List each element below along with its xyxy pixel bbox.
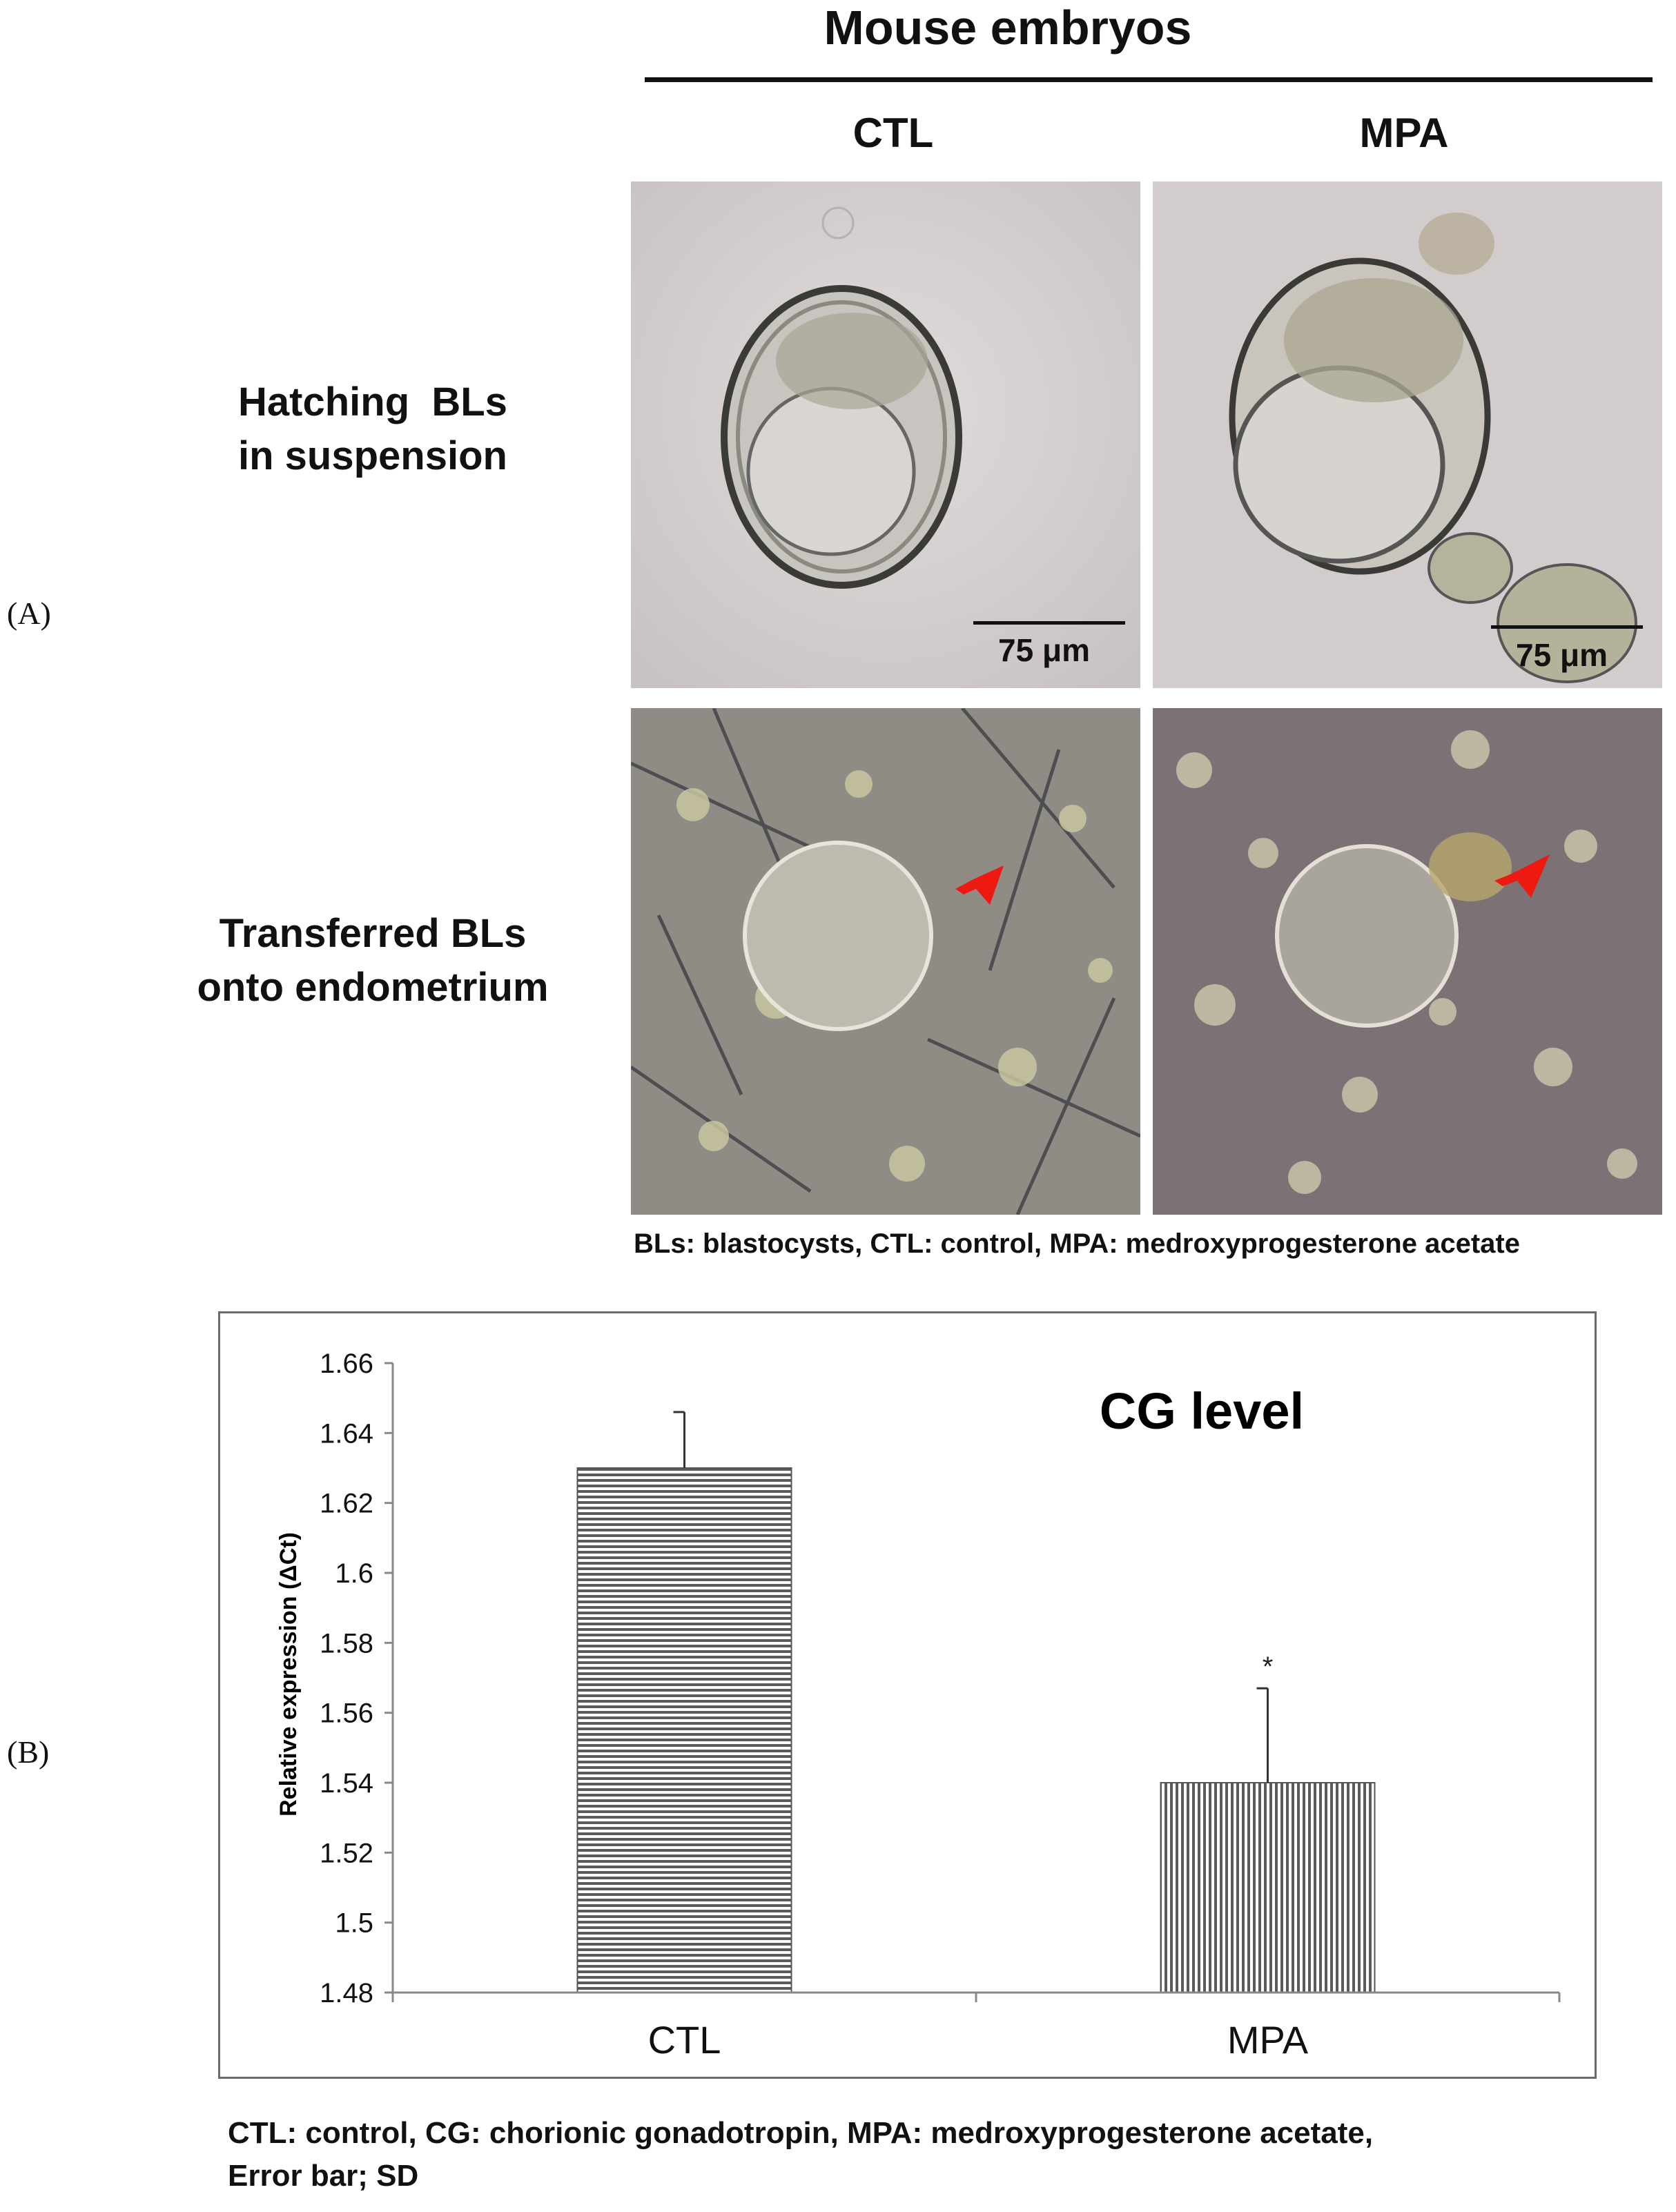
panel-a-header: Mouse embryos: [824, 1, 1192, 55]
chart-title: CG level: [1100, 1382, 1304, 1440]
micrograph-ctl-transferred: [631, 708, 1140, 1215]
row-label-transferred: Transferred BLs onto endometrium: [197, 911, 549, 1010]
y-tick-label: 1.6: [335, 1558, 373, 1589]
bar-ctl: [576, 1467, 792, 1993]
panel-b-caption-line2: Error bar; SD: [228, 2159, 419, 2193]
y-tick-label: 1.64: [320, 1418, 373, 1449]
chart-frame: 1.48 1.5 1.52 1.54 1.56 1.58 1.6 1.62 1.64 1.66 *…: [218, 1311, 1597, 2079]
y-tick-label: 1.56: [320, 1699, 373, 1729]
y-tick-label: 1.66: [320, 1349, 373, 1379]
scale-label-ctl: 75 μm: [998, 632, 1090, 668]
scale-bar-ctl: [973, 621, 1125, 625]
micrograph-ctl-hatching: [631, 182, 1140, 688]
micrograph-mpa-hatching: [1153, 182, 1662, 688]
x-category-label: MPA: [1227, 2018, 1309, 2062]
panel-b-letter: (B): [7, 1734, 50, 1770]
y-tick-label: 1.54: [320, 1768, 373, 1799]
bar-chart: 1.48 1.5 1.52 1.54 1.56 1.58 1.6 1.62 1.64 1.66 *…: [275, 1349, 1561, 2062]
column-label-mpa: MPA: [1359, 110, 1449, 156]
y-axis-label: Relative expression (ΔCt): [275, 1532, 302, 1817]
scale-label-mpa: 75 μm: [1516, 637, 1608, 673]
row-label-hatching: Hatching BLs in suspension: [238, 380, 507, 478]
column-label-ctl: CTL: [852, 110, 934, 156]
y-tick-label: 1.62: [320, 1489, 373, 1519]
y-tick-label: 1.52: [320, 1838, 373, 1868]
significance-marker: *: [1263, 1652, 1274, 1682]
scale-bar-mpa: [1491, 625, 1643, 629]
y-tick-label: 1.48: [320, 1978, 373, 2008]
y-tick-label: 1.58: [320, 1628, 373, 1658]
x-category-label: CTL: [648, 2018, 721, 2062]
panel-a-caption: BLs: blastocysts, CTL: control, MPA: med…: [634, 1229, 1520, 1259]
panel-b-caption-line1: CTL: control, CG: chorionic gonadotropin…: [228, 2116, 1374, 2150]
bar-mpa: [1160, 1782, 1376, 1993]
panel-a-letter: (A): [7, 596, 51, 631]
y-tick-label: 1.5: [335, 1908, 373, 1939]
header-rule: [645, 77, 1653, 82]
micrograph-mpa-transferred: [1153, 708, 1662, 1215]
